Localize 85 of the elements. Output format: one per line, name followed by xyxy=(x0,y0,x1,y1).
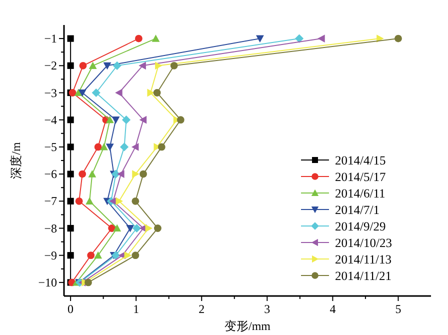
point xyxy=(112,116,120,124)
point xyxy=(132,170,140,178)
point xyxy=(79,62,87,70)
point xyxy=(124,251,132,260)
y-tick-label: −3 xyxy=(44,86,57,100)
x-tick-label: 1 xyxy=(133,302,140,316)
y-tick-label: −7 xyxy=(44,194,57,208)
point xyxy=(112,61,122,70)
point xyxy=(116,197,124,206)
point xyxy=(67,198,74,204)
legend-label: 2014/11/21 xyxy=(335,269,392,283)
y-tick-label: −4 xyxy=(44,112,57,127)
point xyxy=(67,224,74,232)
point xyxy=(145,224,152,232)
point xyxy=(108,224,116,232)
point xyxy=(106,144,114,151)
point xyxy=(113,224,122,232)
point xyxy=(67,35,74,42)
point xyxy=(100,142,108,150)
legend-label: 2014/6/11 xyxy=(335,186,386,200)
point xyxy=(68,89,76,96)
point xyxy=(152,34,160,42)
point xyxy=(153,89,161,96)
y-tick-label: −1 xyxy=(44,32,57,46)
point xyxy=(139,116,147,124)
point xyxy=(111,251,120,260)
point xyxy=(115,88,122,97)
point xyxy=(132,252,140,260)
point xyxy=(67,62,74,69)
point xyxy=(67,252,74,259)
legend-label: 2014/11/13 xyxy=(335,252,392,266)
x-axis-title: 变形/mm xyxy=(224,319,272,333)
point xyxy=(84,278,92,286)
point xyxy=(78,89,86,97)
point xyxy=(94,143,102,151)
legend-label: 2014/9/29 xyxy=(335,220,386,234)
point xyxy=(132,197,140,205)
point xyxy=(75,197,83,205)
y-tick-label: −6 xyxy=(44,167,57,182)
point xyxy=(140,170,147,178)
legend-label: 2014/4/15 xyxy=(335,154,386,168)
point xyxy=(78,170,86,178)
x-tick-label: 3 xyxy=(264,302,270,316)
x-tick-label: 4 xyxy=(330,302,336,316)
point xyxy=(86,197,94,204)
legend-label: 2014/10/23 xyxy=(335,236,392,250)
point xyxy=(92,88,100,98)
point xyxy=(132,224,142,233)
point xyxy=(67,144,74,150)
y-tick-label: −10 xyxy=(38,275,57,290)
point xyxy=(155,62,162,70)
point xyxy=(67,116,74,124)
point xyxy=(117,170,124,178)
point xyxy=(94,251,102,259)
point xyxy=(106,116,114,124)
point xyxy=(170,62,178,70)
y-tick-label: −5 xyxy=(44,140,57,154)
point xyxy=(126,224,134,232)
x-tick-label: 0 xyxy=(68,302,74,316)
y-tick-label: −9 xyxy=(44,248,57,262)
point xyxy=(154,224,162,232)
point xyxy=(147,88,154,97)
point xyxy=(256,35,264,43)
point xyxy=(122,116,131,124)
point xyxy=(318,34,325,43)
x-tick-label: 5 xyxy=(395,302,402,316)
point xyxy=(135,34,142,42)
y-tick-label: −8 xyxy=(44,221,57,236)
point xyxy=(87,252,95,260)
legend-label: 2014/7/1 xyxy=(335,203,380,217)
point xyxy=(138,62,146,70)
y-axis-title: 深度/m xyxy=(9,142,23,179)
point xyxy=(158,143,166,151)
y-tick-label: −2 xyxy=(44,58,57,73)
point xyxy=(67,170,74,178)
point xyxy=(120,142,129,152)
legend-label: 2014/5/17 xyxy=(335,170,386,184)
point xyxy=(176,116,184,124)
x-tick-label: 2 xyxy=(198,302,205,316)
point xyxy=(131,142,139,151)
point xyxy=(88,62,97,69)
point xyxy=(394,34,402,42)
point xyxy=(88,170,96,178)
point xyxy=(294,34,304,43)
point xyxy=(103,62,112,70)
